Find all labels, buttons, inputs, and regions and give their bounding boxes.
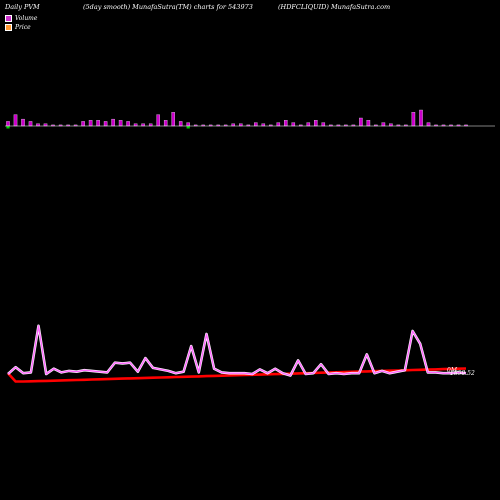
volume-bar bbox=[21, 118, 25, 127]
volume-bar bbox=[419, 109, 423, 127]
price-trend-line bbox=[7, 367, 467, 383]
chart-header-left: Daily PVM bbox=[5, 3, 40, 11]
volume-bar bbox=[426, 122, 431, 127]
legend-volume-label: Volume bbox=[15, 15, 38, 22]
volume-bar bbox=[118, 120, 123, 127]
volume-bar bbox=[276, 122, 281, 127]
price-smooth-line bbox=[7, 325, 467, 377]
volume-bar bbox=[13, 114, 18, 127]
volume-bar bbox=[261, 123, 266, 127]
volume-bar bbox=[291, 122, 296, 127]
volume-bar bbox=[366, 120, 371, 127]
price-lines bbox=[7, 324, 467, 383]
volume-bar bbox=[321, 122, 326, 127]
last-price-label: 1859.52 bbox=[450, 370, 475, 377]
volume-bar bbox=[103, 121, 108, 127]
volume-bar bbox=[126, 121, 130, 127]
legend-price-swatch bbox=[5, 24, 12, 31]
volume-bars bbox=[6, 109, 468, 129]
volume-bar bbox=[284, 120, 288, 127]
volume-bar bbox=[6, 121, 10, 127]
volume-bar bbox=[359, 117, 363, 127]
volume-bar bbox=[81, 121, 85, 127]
volume-bar-negative bbox=[6, 126, 10, 129]
volume-bar bbox=[254, 122, 258, 127]
volume-bar bbox=[148, 123, 153, 127]
volume-bar bbox=[88, 120, 93, 127]
volume-bar bbox=[163, 120, 168, 127]
price-smooth-line-outline bbox=[7, 324, 467, 377]
volume-bar bbox=[141, 123, 145, 127]
volume-bar bbox=[111, 118, 115, 127]
volume-bar bbox=[314, 120, 318, 127]
volume-bar bbox=[156, 114, 160, 127]
volume-bar bbox=[231, 123, 235, 127]
chart-header-right: (HDFCLIQUID) MunafaSutra.com bbox=[278, 3, 391, 11]
legend-volume: Volume bbox=[5, 15, 37, 22]
volume-bar bbox=[411, 112, 416, 127]
volume-bar bbox=[96, 120, 100, 127]
legend-price-label: Price bbox=[15, 24, 31, 31]
last-volume-label: 0M bbox=[447, 367, 458, 374]
volume-bar-negative bbox=[186, 126, 190, 129]
volume-bar bbox=[389, 123, 393, 127]
volume-bar bbox=[381, 122, 386, 127]
volume-bar bbox=[239, 123, 243, 127]
volume-bar bbox=[186, 122, 190, 127]
legend-price: Price bbox=[5, 24, 31, 31]
volume-bar bbox=[178, 121, 183, 127]
volume-bar bbox=[43, 123, 48, 127]
volume-bar bbox=[171, 112, 175, 127]
volume-bar bbox=[133, 123, 138, 127]
chart-header-title: (5day smooth) MunafaSutra(TM) charts for… bbox=[83, 3, 253, 11]
volume-bar bbox=[28, 121, 33, 127]
volume-bar bbox=[306, 122, 311, 127]
legend-volume-swatch bbox=[5, 15, 12, 22]
volume-bar bbox=[36, 123, 40, 127]
